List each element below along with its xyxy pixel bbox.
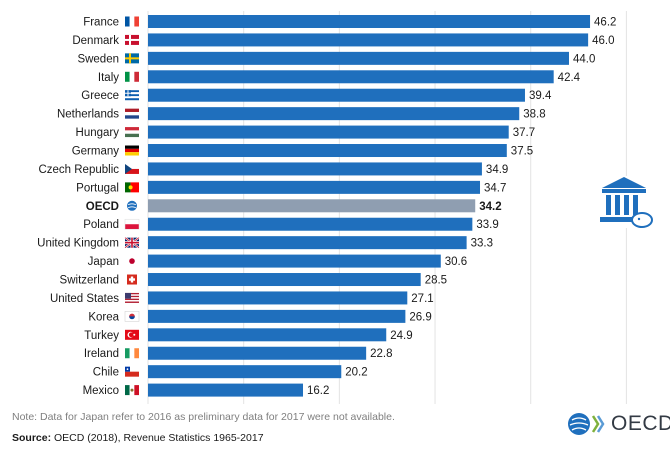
category-label: Czech Republic	[38, 164, 119, 176]
oecd-globe-logo-icon	[568, 413, 605, 435]
value-label: 37.7	[513, 127, 535, 139]
oecd-globe-icon	[127, 200, 137, 211]
value-label: 38.8	[523, 109, 545, 121]
value-label: 46.0	[592, 35, 614, 47]
greece-flag-icon	[125, 90, 139, 101]
bar	[148, 254, 441, 268]
value-labels: 46.2 46.0 44.0 42.4 39.4 38.8 37.7 37.534.9 34.7…	[307, 17, 616, 398]
bar	[148, 365, 342, 379]
flags	[124, 16, 140, 396]
netherlands-flag-icon	[125, 108, 139, 119]
category-label: United Kingdom	[37, 238, 119, 250]
source-line: Source: OECD (2018), Revenue Statistics …	[12, 432, 264, 444]
united-states-flag-icon	[125, 292, 139, 303]
mexico-flag-icon	[125, 385, 139, 396]
value-label: 22.8	[370, 348, 392, 360]
bar	[148, 180, 481, 194]
bar	[148, 162, 482, 176]
category-label: Turkey	[84, 330, 119, 342]
bar	[148, 291, 408, 305]
turkey-flag-icon	[125, 329, 139, 340]
category-label: Poland	[83, 219, 119, 231]
bar	[148, 273, 421, 287]
value-label: 34.9	[486, 164, 508, 176]
japan-flag-icon	[125, 256, 139, 267]
value-label: 44.0	[573, 53, 595, 65]
value-label: 16.2	[307, 385, 329, 397]
value-label: 26.9	[409, 311, 431, 323]
category-label: Sweden	[77, 53, 119, 65]
bank-piggy-icon	[598, 176, 654, 228]
value-label: 34.2	[479, 201, 501, 213]
italy-flag-icon	[125, 71, 139, 82]
oecd-logo-text: OECD	[611, 412, 670, 435]
bar	[148, 15, 591, 28]
category-label: Hungary	[76, 127, 120, 139]
category-label: Portugal	[76, 182, 119, 194]
germany-flag-icon	[125, 145, 139, 156]
category-label: Denmark	[72, 35, 119, 47]
ireland-flag-icon	[125, 348, 139, 359]
value-label: 27.1	[411, 293, 433, 305]
value-label: 34.7	[484, 182, 506, 194]
value-label: 33.9	[476, 219, 498, 231]
footnote: Note: Data for Japan refer to 2016 as pr…	[12, 411, 395, 423]
portugal-flag-icon	[125, 182, 139, 193]
bar	[148, 383, 304, 397]
bar	[148, 70, 554, 84]
bar	[148, 328, 387, 342]
category-label: OECD	[86, 201, 119, 213]
sweden-flag-icon	[125, 53, 139, 64]
value-label: 46.2	[594, 17, 616, 29]
bar	[148, 107, 520, 121]
category-label: Mexico	[83, 385, 119, 397]
bar	[148, 51, 569, 65]
category-label: Germany	[72, 146, 120, 158]
bar	[148, 346, 367, 360]
value-label: 37.5	[511, 146, 533, 158]
bar	[148, 236, 467, 250]
category-label: France	[83, 17, 119, 29]
chile-flag-icon	[125, 366, 139, 377]
bar	[148, 88, 525, 102]
category-label: Ireland	[84, 348, 119, 360]
category-label: Chile	[93, 367, 119, 379]
value-label: 20.2	[345, 367, 367, 379]
source-prefix: Source:	[12, 432, 52, 444]
value-label: 42.4	[558, 72, 581, 84]
korea-flag-icon	[124, 311, 140, 322]
hungary-flag-icon	[125, 127, 139, 138]
france-flag-icon	[125, 16, 139, 27]
category-label: Italy	[98, 72, 119, 84]
bar	[148, 217, 473, 231]
bar	[148, 144, 507, 158]
oecd-logo: OECD	[566, 410, 670, 438]
denmark-flag-icon	[125, 34, 139, 45]
category-label: Korea	[88, 311, 119, 323]
value-label: 24.9	[390, 330, 412, 342]
poland-flag-icon	[124, 218, 140, 230]
bar	[148, 309, 406, 323]
value-label: 39.4	[529, 90, 552, 102]
value-label: 30.6	[445, 256, 467, 268]
category-label: United States	[50, 293, 119, 305]
value-label: 33.3	[471, 238, 493, 250]
category-label: Netherlands	[57, 109, 119, 121]
bar	[148, 125, 509, 139]
value-label: 28.5	[425, 275, 447, 287]
bar	[148, 199, 476, 213]
source-text: OECD (2018), Revenue Statistics 1965-201…	[51, 432, 264, 444]
czech-republic-flag-icon	[125, 163, 139, 174]
switzerland-flag-icon	[127, 274, 137, 285]
bar	[148, 33, 589, 47]
category-label: Switzerland	[60, 275, 119, 287]
category-label: Greece	[81, 90, 119, 102]
country-labels: France Denmark Sweden Italy Greece Netherland…	[37, 17, 119, 398]
bars	[148, 15, 591, 397]
united-kingdom-flag-icon	[124, 236, 140, 249]
category-label: Japan	[88, 256, 119, 268]
